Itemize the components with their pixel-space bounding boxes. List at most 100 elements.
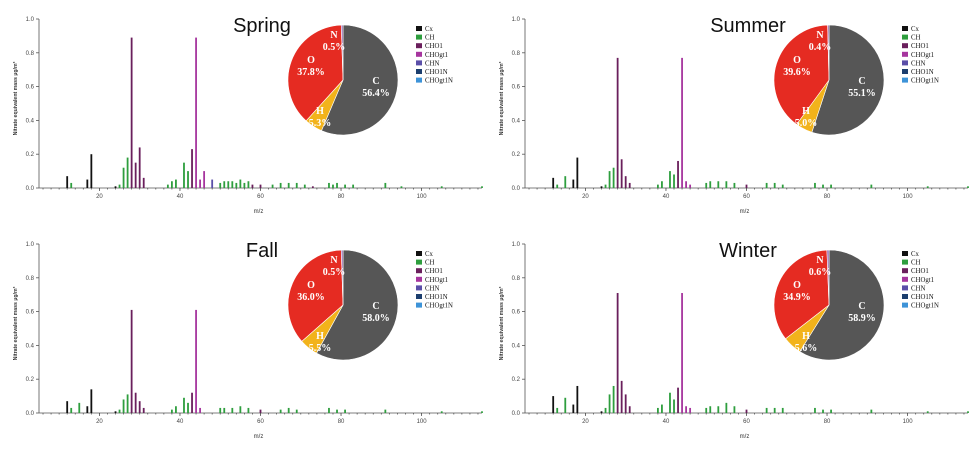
legend-swatch-chn (902, 285, 908, 291)
pie-value-o: 34.9% (783, 292, 811, 303)
pie-label-h: H (316, 106, 324, 117)
x-axis-label: m/z (740, 434, 750, 440)
bar-mz-69 (781, 184, 784, 188)
legend-swatch-ch (416, 259, 422, 265)
y-tick-label: 0.0 (512, 186, 521, 192)
bar-mz-81 (830, 409, 832, 413)
bar-mz-45 (685, 181, 687, 188)
bar-mz-57 (733, 182, 736, 188)
legend-swatch-cho1n (902, 294, 908, 299)
x-tick-label: 40 (663, 194, 670, 200)
y-tick-label: 0.2 (512, 152, 521, 158)
pie-slice-n (827, 24, 830, 81)
bar-mz-91 (384, 409, 387, 413)
bar-mz-12 (552, 396, 555, 413)
pie-label-h: H (316, 331, 324, 342)
legend-swatch-cho1 (416, 268, 422, 274)
pie-value-h: 5.3% (309, 118, 332, 129)
legend-swatch-ch (902, 259, 908, 265)
bar-mz-50 (705, 182, 708, 188)
legend-swatch-chogt1n (902, 77, 908, 83)
y-tick-label: 0.6 (26, 85, 35, 91)
bar-mz-83 (352, 184, 355, 188)
bar-mz-15 (78, 402, 81, 413)
pie-value-h: 5.5% (309, 343, 332, 354)
bar-mz-51 (709, 406, 712, 413)
bar-mz-28 (616, 57, 619, 189)
bar-mz-57 (247, 181, 250, 188)
y-tick-label: 0.8 (512, 276, 521, 282)
pie-value-n: 0.6% (809, 267, 832, 278)
y-tick-label: 0.4 (512, 343, 521, 349)
bar-mz-44 (681, 293, 683, 413)
pie-slice-c (811, 24, 885, 136)
bar-mz-95 (400, 186, 403, 188)
bar-mz-67 (773, 407, 776, 413)
legend-swatch-chogt1 (416, 276, 422, 282)
pie-slice-n (826, 249, 830, 306)
legend-swatch-cho1n (416, 294, 422, 299)
legend-swatch-cx (416, 251, 422, 256)
x-axis-label: m/z (254, 434, 264, 440)
bar-mz-18 (90, 389, 93, 413)
bar-mz-115 (481, 411, 483, 413)
bar-mz-77 (328, 182, 330, 188)
bar-mz-91 (870, 184, 873, 188)
chart-svg-winter: 0.0 0.2 0.4 0.6 0.8 1.0 20 40 60 80 100 m/z Nitrate … (499, 240, 969, 440)
bar-mz-69 (295, 409, 298, 413)
chart-panel-fall: 0.0 0.2 0.4 0.6 0.8 1.0 20 40 60 80 100 m/z Nitrate … (0, 225, 486, 450)
bar-mz-50 (705, 407, 708, 413)
legend-swatch-chogt1 (416, 51, 422, 57)
bar-mz-67 (287, 407, 290, 413)
bar-mz-115 (967, 186, 969, 188)
legend-label-chogt1: CHOgt1 (911, 277, 934, 284)
legend-swatch-chn (416, 60, 422, 66)
x-tick-label: 60 (257, 419, 264, 425)
bar-mz-24 (114, 411, 117, 413)
x-axis-label: m/z (254, 209, 264, 215)
bar-mz-13 (70, 182, 73, 188)
bar-mz-18 (90, 154, 93, 188)
bar-mz-45 (199, 179, 201, 188)
y-tick-label: 1.0 (512, 17, 521, 23)
bar-mz-77 (814, 407, 816, 413)
bar-mz-46 (689, 184, 692, 188)
chart-panel-summer: 0.0 0.2 0.4 0.6 0.8 1.0 20 40 60 80 100 m/z Nitrate … (486, 0, 972, 225)
x-tick-label: 20 (96, 194, 103, 200)
bar-mz-46 (203, 171, 206, 188)
x-tick-label: 60 (743, 194, 750, 200)
pie-label-o: O (307, 280, 315, 291)
bar-mz-30 (138, 147, 141, 188)
bar-mz-30 (624, 394, 627, 413)
legend-swatch-chn (416, 285, 422, 291)
legend-swatch-chogt1n (902, 302, 908, 308)
bar-mz-26 (608, 171, 611, 188)
x-tick-label: 80 (824, 419, 831, 425)
bar-mz-12 (552, 177, 555, 188)
bar-mz-69 (781, 407, 784, 413)
legend-label-ch: CH (425, 260, 435, 267)
x-tick-label: 100 (417, 419, 428, 425)
legend-label-ch: CH (911, 35, 921, 42)
pie-slice-c (321, 24, 399, 136)
bar-mz-55 (725, 402, 728, 413)
bar-mz-38 (171, 181, 173, 188)
x-tick-label: 40 (177, 194, 184, 200)
x-tick-label: 20 (96, 419, 103, 425)
chart-svg-fall: 0.0 0.2 0.4 0.6 0.8 1.0 20 40 60 80 100 m/z Nitrate … (13, 240, 483, 440)
x-tick-label: 100 (903, 419, 914, 425)
bar-mz-54 (235, 182, 238, 188)
bar-mz-77 (328, 407, 330, 413)
bar-mz-43 (191, 392, 193, 413)
pie-value-n: 0.4% (809, 42, 832, 53)
legend-label-cho1: CHO1 (425, 43, 443, 50)
y-tick-label: 1.0 (512, 242, 521, 248)
bar-mz-42 (673, 399, 675, 413)
y-tick-label: 0.2 (26, 152, 35, 158)
y-tick-label: 0.8 (26, 276, 35, 282)
legend-swatch-ch (416, 34, 422, 40)
bar-mz-18 (576, 157, 579, 188)
x-tick-label: 20 (582, 419, 589, 425)
bar-mz-44 (195, 37, 197, 189)
y-tick-label: 0.8 (26, 51, 35, 57)
